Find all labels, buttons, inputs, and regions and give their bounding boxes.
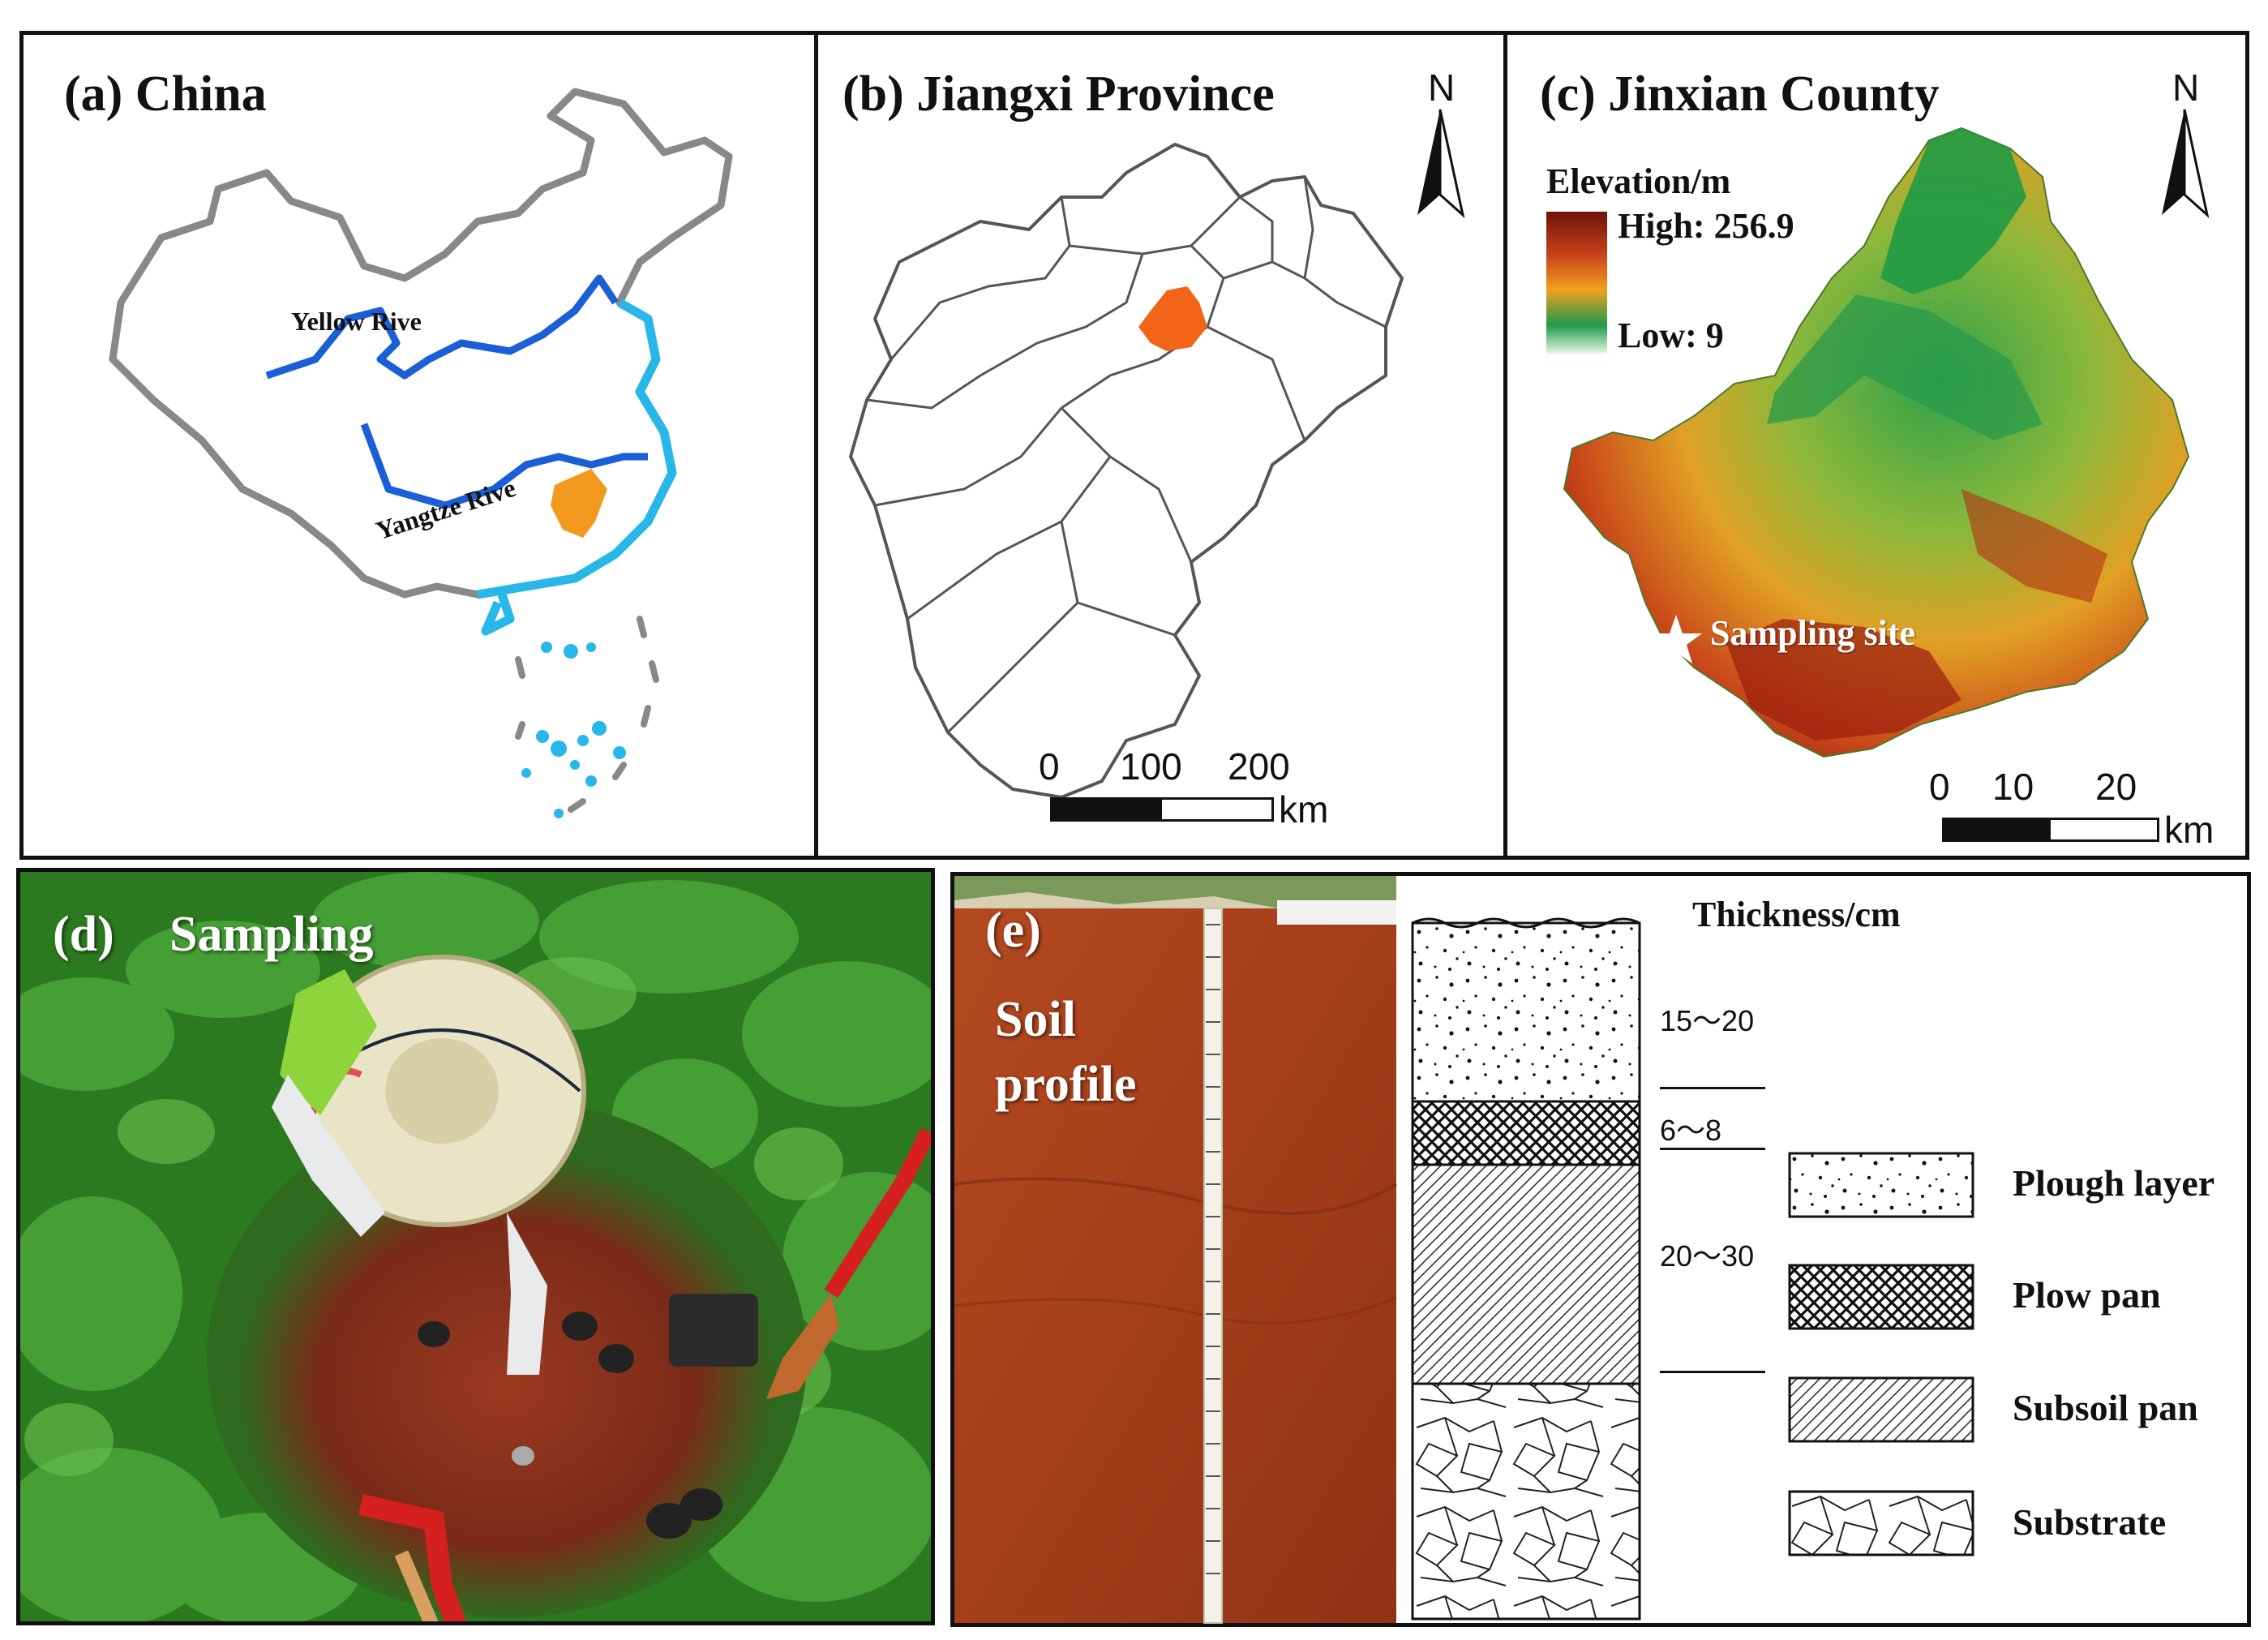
red-shovel-handle-left (358, 1494, 467, 1621)
green-shirt (280, 969, 377, 1115)
panel-b-north-arrow-icon (1417, 109, 1465, 219)
jiangxi-highlight (551, 469, 607, 538)
panel-c-scale-bar (1942, 818, 2159, 842)
south-china-sea-islands (521, 642, 626, 818)
panel-c-scale-tick-1: 10 (1992, 766, 2034, 808)
white-sleeve-left (272, 1075, 385, 1237)
china-map-graphic (109, 88, 733, 818)
panel-e-title: (e) (985, 903, 1041, 958)
jiangxi-outline (849, 143, 1404, 799)
sampling-rings (418, 1312, 722, 1539)
thickness-divider-2 (1660, 1148, 1765, 1150)
sampling-site-star-icon (1650, 615, 1702, 663)
legend-label-substrate: Substrate (2013, 1501, 2167, 1543)
legend-swatch-plough (1788, 1152, 1974, 1218)
panel-b-scale-bar (1050, 797, 1274, 822)
elevation-color-ramp (1546, 212, 1607, 354)
legend-label-plow-pan: Plow pan (2013, 1274, 2161, 1316)
panel-c-title: (c) Jinxian County (1540, 67, 1940, 122)
sampling-photo-graphic (20, 872, 931, 1621)
measuring-tape (1203, 908, 1223, 1624)
elevation-low-label: Low: 9 (1618, 316, 1724, 355)
panel-b-title: (b) Jiangxi Province (842, 67, 1275, 122)
red-shovel-handle-right (824, 1127, 931, 1299)
legend-swatch-plow-pan (1788, 1264, 1974, 1330)
thickness-divider-3 (1660, 1371, 1765, 1373)
black-bag (669, 1294, 758, 1367)
jinxian-highlight (1138, 286, 1207, 351)
panel-c-north-label: N (2172, 67, 2200, 109)
legend-label-plough: Plough layer (2013, 1162, 2215, 1204)
legend-swatch-subsoil-pan (1788, 1376, 1974, 1443)
layer-plough (1411, 921, 1641, 1103)
soil-profile-photo (954, 876, 1398, 1624)
panel-d-subtitle: Sampling (169, 907, 374, 962)
panel-b-north-label: N (1428, 67, 1456, 109)
soil-profile-label-line-2: profile (995, 1057, 1137, 1112)
layer-plow-pan (1411, 1100, 1641, 1166)
white-sleeve-right (507, 1213, 547, 1375)
panel-c-scale-tick-0: 0 (1929, 766, 1950, 808)
legend-label-subsoil-pan: Subsoil pan (2013, 1387, 2198, 1428)
coastline (477, 298, 677, 636)
panel-b-scale-tick-1: 100 (1120, 745, 1182, 788)
county-elevation-shape (1563, 127, 2190, 758)
yangtze-river (360, 423, 648, 509)
panel-b-jiangxi-map: (b) Jiangxi Province N 0 100 200 km (814, 31, 1507, 860)
soil-layer-column (1411, 917, 1641, 1621)
panel-b-scale-tick-0: 0 (1039, 745, 1060, 788)
nine-dash-line (515, 616, 659, 813)
panel-c-scale-tick-2: 20 (2095, 766, 2137, 808)
jiangxi-province-graphic (849, 143, 1404, 799)
jinxian-county-graphic (1563, 127, 2190, 758)
panel-d-sampling-photo: (d) Sampling (16, 868, 935, 1625)
panel-a-china-map: (a) China Yellow Rive Yangtze Rive (19, 31, 818, 860)
panel-c-north-arrow-icon (2162, 109, 2210, 219)
panel-d-title: (d) (53, 907, 114, 962)
jiangxi-divisions (866, 176, 1387, 734)
panel-c-jinxian-map: (c) Jinxian County N Elevation/m High: 2… (1503, 31, 2249, 860)
soil-profile-label-line-1: Soil (995, 992, 1076, 1047)
panel-b-scale-unit: km (1279, 788, 1329, 831)
thickness-plow-pan: 6～8 (1660, 1114, 1722, 1147)
thickness-subsoil-pan: 20～30 (1660, 1239, 1755, 1273)
elevation-high-label: High: 256.9 (1618, 206, 1794, 246)
china-outline (109, 88, 733, 599)
yellow-river-label: Yellow Rive (291, 307, 422, 336)
elevation-legend-title: Elevation/m (1546, 161, 1731, 201)
panel-b-scale-tick-2: 200 (1228, 745, 1290, 788)
layer-subsoil-pan (1411, 1163, 1641, 1385)
yellow-river (265, 274, 619, 380)
thickness-divider-1 (1660, 1087, 1765, 1089)
legend-swatch-substrate (1788, 1490, 1974, 1556)
sampling-site-label: Sampling site (1710, 613, 1916, 653)
panel-a-title: (a) China (64, 67, 267, 122)
panel-c-scale-unit: km (2164, 809, 2214, 851)
thickness-plough: 15～20 (1660, 1004, 1755, 1037)
thickness-header: Thickness/cm (1692, 895, 1901, 934)
panel-e-soil-profile: (e) Soil profile Thickness/cm 15～20 6～8 … (950, 872, 2251, 1627)
layer-substrate (1411, 1382, 1641, 1621)
